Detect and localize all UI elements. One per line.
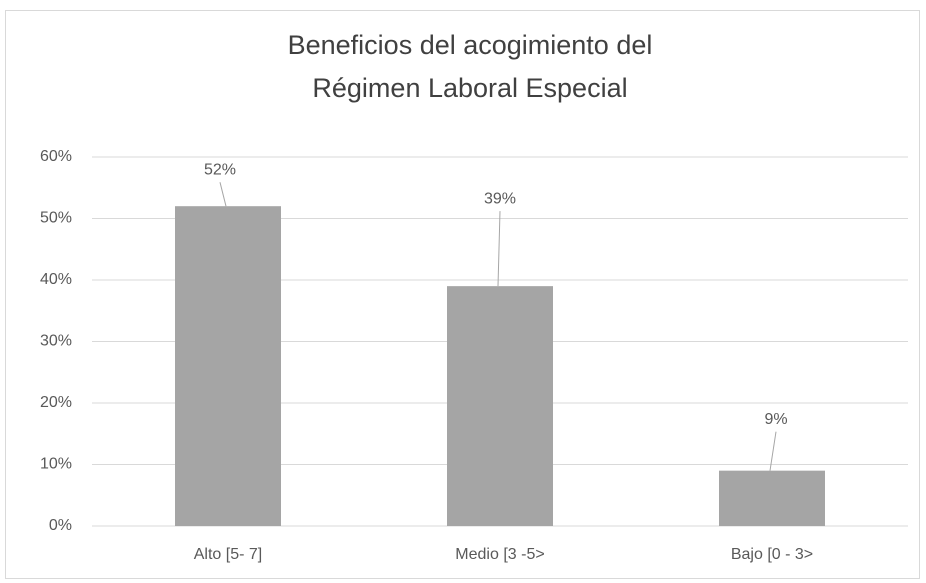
- data-label: 52%: [204, 161, 236, 178]
- y-tick-label: 60%: [40, 148, 72, 165]
- bar: [175, 206, 281, 526]
- chart-title: Beneficios del acogimiento del: [288, 30, 653, 60]
- leader-line: [219, 182, 227, 207]
- chart-title: Régimen Laboral Especial: [312, 73, 627, 103]
- y-tick-label: 0%: [49, 517, 72, 534]
- x-tick-label: Bajo [0 - 3>: [731, 546, 813, 563]
- data-label: 39%: [484, 190, 516, 207]
- x-tick-label: Medio [3 -5>: [455, 546, 544, 563]
- y-tick-label: 30%: [40, 333, 72, 350]
- leader-line: [497, 211, 501, 287]
- data-label: 9%: [764, 411, 787, 428]
- leader-line: [769, 431, 777, 471]
- y-tick-label: 20%: [40, 394, 72, 411]
- y-tick-label: 40%: [40, 271, 72, 288]
- y-tick-label: 10%: [40, 456, 72, 473]
- bar: [447, 286, 553, 526]
- x-tick-label: Alto [5- 7]: [194, 546, 262, 563]
- y-tick-label: 50%: [40, 210, 72, 227]
- bar: [719, 470, 825, 526]
